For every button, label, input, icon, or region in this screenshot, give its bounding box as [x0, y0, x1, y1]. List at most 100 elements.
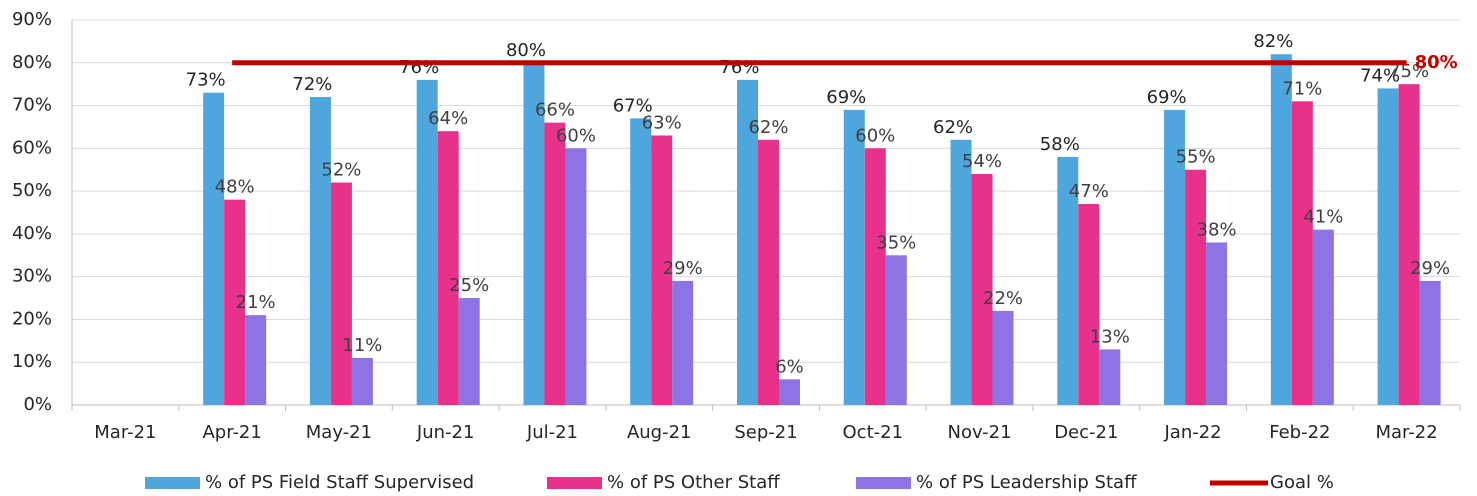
data-label: 47% [1069, 181, 1109, 202]
data-label: 35% [876, 232, 916, 253]
data-label: 6% [775, 356, 804, 377]
data-label: 76% [399, 57, 439, 78]
bar [523, 62, 545, 406]
x-tick-label: Dec-21 [1054, 422, 1118, 443]
x-tick-label: Jan-22 [1163, 422, 1221, 443]
bar [1099, 349, 1121, 405]
bar [630, 118, 652, 405]
y-tick-label: 80% [12, 52, 52, 73]
data-label: 60% [556, 125, 596, 146]
bar [309, 97, 331, 405]
y-tick-label: 50% [12, 180, 52, 201]
bar [458, 298, 480, 405]
data-label: 82% [1253, 31, 1293, 52]
data-label: 71% [1282, 78, 1322, 99]
bar [1206, 242, 1228, 405]
data-label: 73% [186, 70, 226, 91]
bar [992, 310, 1014, 405]
y-tick-label: 70% [12, 95, 52, 116]
data-label: 29% [663, 258, 703, 279]
data-label: 75% [1389, 61, 1429, 82]
data-label: 55% [1176, 147, 1216, 168]
data-label: 13% [1090, 326, 1130, 347]
data-label: 60% [855, 125, 895, 146]
bar [1078, 203, 1100, 405]
bar [1419, 280, 1441, 405]
bar [1398, 84, 1420, 406]
x-tick-label: Nov-21 [948, 422, 1012, 443]
bar [1312, 229, 1334, 405]
bar [437, 131, 459, 405]
data-label: 25% [449, 275, 489, 296]
data-label: 38% [1197, 219, 1237, 240]
data-label: 41% [1303, 207, 1343, 228]
bar [1270, 54, 1292, 405]
bar [245, 315, 267, 405]
bar [544, 122, 566, 406]
data-label: 64% [428, 108, 468, 129]
legend-swatch [547, 477, 602, 489]
data-label: 21% [236, 292, 276, 313]
data-label: 62% [748, 117, 788, 138]
y-tick-label: 0% [23, 394, 52, 415]
bar [224, 199, 246, 405]
x-tick-label: Mar-22 [1376, 422, 1438, 443]
x-tick-label: Mar-21 [94, 422, 156, 443]
bar [864, 148, 886, 406]
bar [330, 182, 352, 405]
data-label: 63% [642, 113, 682, 134]
data-label: 69% [1147, 87, 1187, 108]
x-tick-label: Jun-21 [416, 422, 475, 443]
data-label: 58% [1040, 134, 1080, 155]
x-tick-label: May-21 [306, 422, 372, 443]
legend-label: % of PS Field Staff Supervised [205, 472, 474, 493]
y-tick-label: 60% [12, 137, 52, 158]
bar [779, 379, 800, 405]
data-label: 54% [962, 151, 1002, 172]
data-label: 29% [1410, 258, 1450, 279]
data-label: 66% [535, 100, 575, 121]
bar [758, 139, 779, 405]
data-label: 52% [321, 160, 361, 181]
bar [351, 357, 373, 405]
legend-swatch [856, 477, 911, 489]
x-tick-label: Oct-21 [843, 422, 904, 443]
data-label: 67% [613, 95, 653, 116]
bar [971, 174, 993, 405]
legend-label: % of PS Other Staff [607, 472, 780, 493]
data-label: 11% [342, 335, 382, 356]
bar [416, 79, 438, 405]
bar [885, 255, 907, 405]
bar [1164, 109, 1186, 405]
y-tick-label: 40% [12, 223, 52, 244]
y-tick-label: 10% [12, 351, 52, 372]
data-label: 74% [1360, 65, 1400, 86]
y-tick-label: 90% [12, 9, 52, 30]
y-tick-label: 30% [12, 266, 52, 287]
x-tick-label: Sep-21 [734, 422, 797, 443]
bar [1185, 169, 1207, 405]
data-label: 62% [933, 117, 973, 138]
bar [672, 280, 694, 405]
legend-label: % of PS Leadership Staff [916, 472, 1137, 493]
bar [203, 92, 225, 405]
x-tick-label: Apr-21 [202, 422, 261, 443]
goal-label: 80% [1415, 52, 1458, 73]
data-label: 69% [826, 87, 866, 108]
bar [1057, 156, 1079, 405]
x-tick-label: Aug-21 [627, 422, 692, 443]
data-label: 48% [215, 177, 255, 198]
x-tick-label: Feb-22 [1269, 422, 1330, 443]
data-label: 22% [983, 288, 1023, 309]
bar [737, 79, 758, 405]
data-label: 72% [292, 74, 332, 95]
bar [565, 148, 587, 406]
bar [1377, 88, 1399, 405]
x-tick-label: Jul-21 [526, 422, 578, 443]
y-tick-label: 20% [12, 308, 52, 329]
bar [651, 135, 673, 405]
legend-swatch [145, 477, 200, 489]
bar [950, 139, 972, 405]
legend-label: Goal % [1270, 472, 1334, 493]
